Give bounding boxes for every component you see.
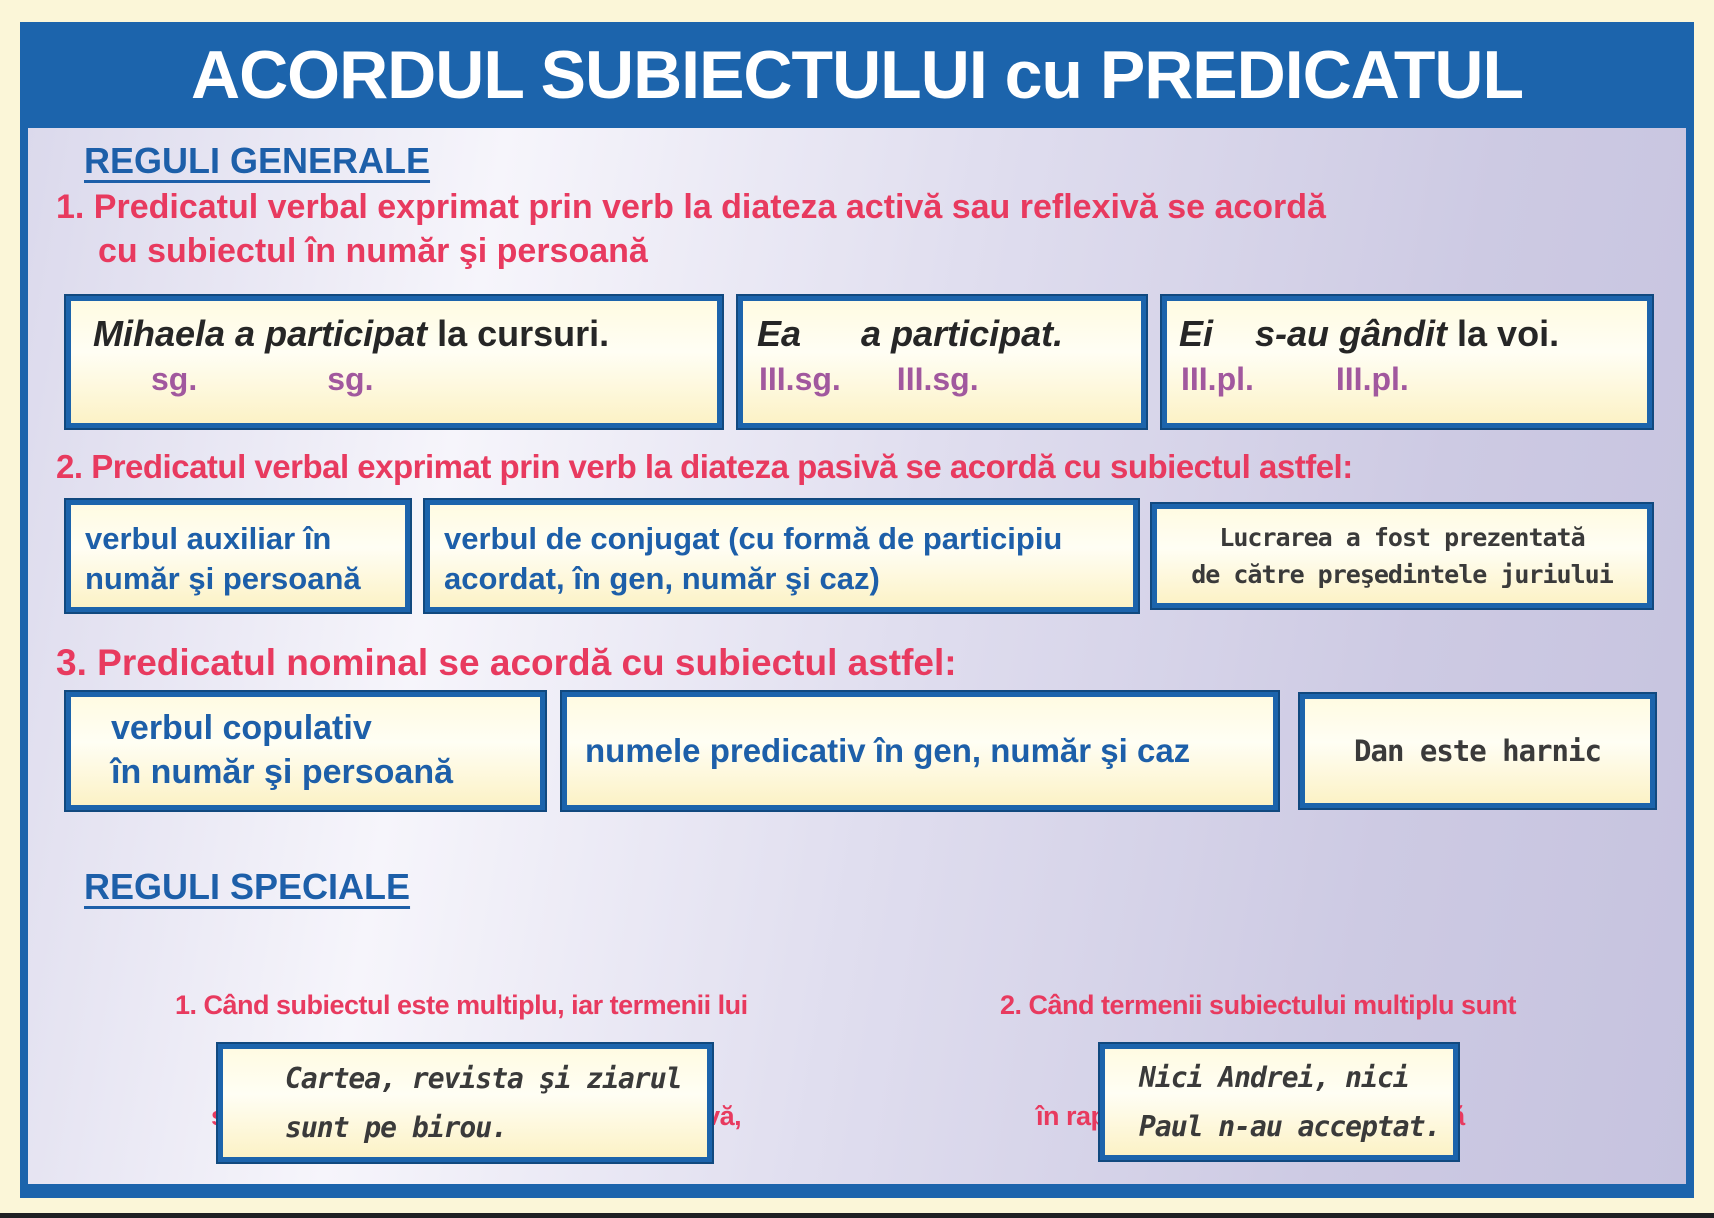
tag-IIIpl-2: III.pl.	[1335, 361, 1409, 397]
rule2-box-auxiliar: verbul auxiliar în număr şi persoană	[66, 500, 410, 612]
sentence-italic-part: a participat.	[861, 313, 1064, 354]
text-line: verbul auxiliar în	[85, 521, 332, 556]
rule2-box-text: verbul auxiliar în număr şi persoană	[85, 519, 405, 598]
example-box-ei: Ei s-au gândit la voi. III.pl. III.pl.	[1162, 296, 1652, 428]
section-heading-reguli-generale: REGULI GENERALE	[84, 140, 431, 181]
rule2-box-conjugat: verbul de conjugat (cu formă de particip…	[425, 500, 1138, 612]
tag-IIIsg-2: III.sg.	[896, 361, 979, 397]
tag-sg-1: sg.	[151, 361, 198, 397]
poster-frame: ACORDUL SUBIECTULUI cu PREDICATUL REGULI…	[20, 22, 1694, 1218]
example-sentence: Mihaela a participat la cursuri.	[93, 313, 717, 355]
text-line: verbul de conjugat (cu formă de particip…	[444, 521, 1063, 556]
text-line: Nici Andrei, nici	[1139, 1061, 1410, 1094]
rule1-text-line1: 1. Predicatul verbal exprimat prin verb …	[56, 188, 1326, 226]
poster-title: ACORDUL SUBIECTULUI cu PREDICATUL	[190, 37, 1524, 113]
section-heading-reguli-speciale: REGULI SPECIALE	[84, 866, 411, 907]
special-example-box-cartea: Cartea, revista şi ziarul sunt pe birou.	[218, 1044, 712, 1162]
rule3-example-box-dan: Dan este harnic	[1300, 694, 1655, 808]
text-line: verbul copulativ	[111, 709, 372, 748]
rule3-box-text: numele predicativ în gen, număr şi caz	[585, 731, 1191, 769]
special-example-box-nici: Nici Andrei, nici Paul n-au acceptat.	[1100, 1044, 1458, 1160]
text-line: 1. Când subiectul este multiplu, iar ter…	[175, 990, 748, 1020]
example-text: Cartea, revista şi ziarul sunt pe birou.	[285, 1054, 707, 1152]
rule3-box-predicativ: numele predicativ în gen, număr şi caz	[562, 692, 1278, 810]
example-box-ea: Ea a participat. III.sg. III.sg.	[738, 296, 1146, 428]
sentence-plain-part: la voi.	[1457, 313, 1560, 354]
text-line: în număr şi persoană	[111, 753, 453, 791]
text-line: Cartea, revista şi ziarul	[285, 1062, 682, 1095]
text-line: Lucrarea a fost prezentată	[1219, 522, 1585, 552]
rule3-box-text: verbul copulativ în număr şi persoană	[111, 707, 540, 794]
text-line: de către preşedintele juriului	[1191, 560, 1614, 589]
rule3-text: 3. Predicatul nominal se acordă cu subie…	[56, 642, 957, 683]
sentence-italic-part: Ea	[757, 313, 802, 354]
example-text: Dan este harnic	[1354, 734, 1602, 768]
sentence-plain-part: la cursuri.	[437, 313, 610, 354]
tag-sg-2: sg.	[327, 361, 374, 397]
example-sentence: Ei s-au gândit la voi.	[1179, 313, 1647, 355]
text-line: acordat, în gen, număr şi caz)	[444, 560, 880, 596]
text-line: sunt pe birou.	[285, 1111, 508, 1144]
rule2-example-box-lucrarea: Lucrarea a fost prezentată de către preş…	[1152, 504, 1652, 608]
image-bottom-edge	[0, 1213, 1714, 1218]
rule2-box-text: verbul de conjugat (cu formă de particip…	[444, 519, 1133, 598]
example-text: Nici Andrei, nici Paul n-au acceptat.	[1139, 1053, 1453, 1151]
example-text: Lucrarea a fost prezentată de către preş…	[1191, 519, 1614, 594]
rule3-box-copulativ: verbul copulativ în număr şi persoană	[66, 692, 545, 810]
tag-IIIpl-1: III.pl.	[1181, 361, 1254, 397]
agreement-tags: III.sg. III.sg.	[757, 361, 1141, 398]
rule1-text-line2: cu subiectul în număr şi persoană	[98, 232, 648, 270]
text-line: număr şi persoană	[85, 560, 361, 596]
agreement-tags: III.pl. III.pl.	[1179, 361, 1647, 398]
sentence-italic-part: Ei	[1179, 313, 1214, 354]
example-box-mihaela: Mihaela a participat la cursuri. sg. sg.	[66, 296, 722, 428]
poster-body: REGULI GENERALE 1. Predicatul verbal exp…	[28, 128, 1686, 1218]
sentence-italic-part: s-au gândit	[1255, 313, 1448, 354]
agreement-tags: sg. sg.	[93, 361, 717, 398]
tag-IIIsg-1: III.sg.	[759, 361, 841, 397]
text-line: Paul n-au acceptat.	[1139, 1110, 1441, 1143]
text-line: 2. Când termenii subiectului multiplu su…	[1000, 990, 1517, 1020]
sentence-italic-part: Mihaela a participat	[93, 313, 428, 354]
example-sentence: Ea a participat.	[757, 313, 1141, 355]
rule2-text: 2. Predicatul verbal exprimat prin verb …	[56, 448, 1353, 485]
